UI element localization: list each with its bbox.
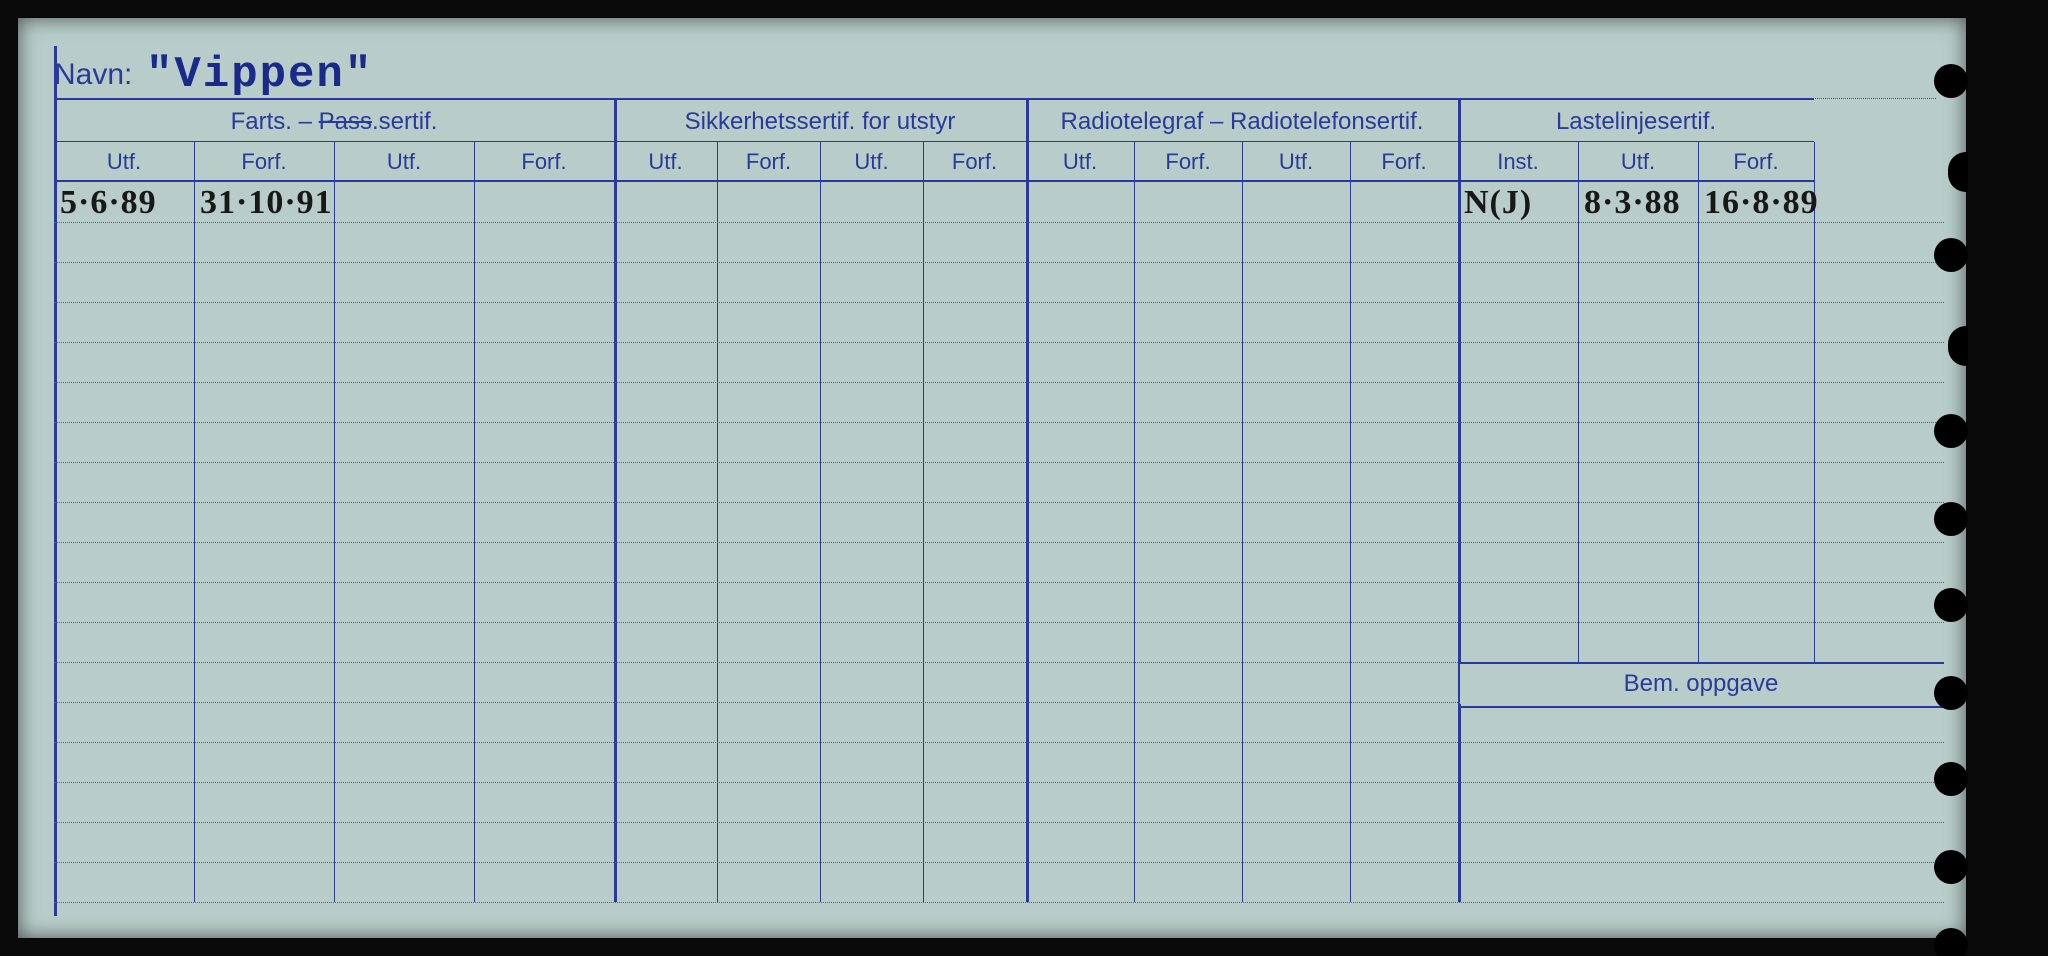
dotted-row: [54, 302, 1944, 303]
section-header-3: Lastelinjesertif.: [1458, 98, 1814, 142]
vline: [1698, 142, 1699, 662]
binder-hole: [1934, 928, 1968, 956]
dotted-row: [54, 542, 1944, 543]
section-header-2: Radiotelegraf – Radiotelefonsertif.: [1026, 98, 1458, 142]
navn-label: Navn:: [54, 58, 132, 92]
binder-hole: [1934, 414, 1968, 448]
col-header-6: Utf.: [820, 142, 923, 182]
cell-value: N(J): [1464, 184, 1532, 222]
col-header-3: Forf.: [474, 142, 614, 182]
col-header-7: Forf.: [923, 142, 1026, 182]
vline: [334, 142, 335, 902]
dotted-row: [54, 422, 1944, 423]
col-header-13: Utf.: [1578, 142, 1698, 182]
navn-row: Navn: "Vippen": [54, 46, 1936, 99]
dotted-row: [54, 342, 1944, 343]
cell-value: 31·10·91: [200, 184, 333, 222]
dotted-row: [54, 782, 1944, 783]
dotted-row: [54, 902, 1944, 903]
paper-card: Navn: "Vippen" Farts. – Pass.sertif.Sikk…: [18, 18, 1966, 938]
col-header-10: Utf.: [1242, 142, 1350, 182]
sheet: Navn: "Vippen" Farts. – Pass.sertif.Sikk…: [18, 18, 1966, 938]
col-header-5: Forf.: [717, 142, 820, 182]
col-header-12: Inst.: [1458, 142, 1578, 182]
vline: [1350, 142, 1351, 902]
dotted-row: [54, 262, 1944, 263]
dotted-row: [54, 382, 1944, 383]
dotted-row: [54, 862, 1944, 863]
certificate-grid: Farts. – Pass.sertif.Sikkerhetssertif. f…: [54, 98, 1944, 918]
col-header-8: Utf.: [1026, 142, 1134, 182]
dotted-row: [54, 462, 1944, 463]
binder-hole: [1934, 238, 1968, 272]
vline: [1578, 142, 1579, 662]
col-header-9: Forf.: [1134, 142, 1242, 182]
cell-value: 8·3·88: [1584, 184, 1681, 222]
cell-value: 16·8·89: [1704, 184, 1819, 222]
binder-hole: [1934, 588, 1968, 622]
vline: [474, 142, 475, 902]
dotted-row: [54, 822, 1944, 823]
dotted-row: [54, 582, 1944, 583]
vline: [1134, 142, 1135, 902]
binder-hole: [1934, 64, 1968, 98]
binder-hole: [1934, 676, 1968, 710]
vline: [194, 142, 195, 902]
col-header-0: Utf.: [54, 142, 194, 182]
col-header-14: Forf.: [1698, 142, 1814, 182]
binder-hole: [1934, 502, 1968, 536]
bem-line-bottom: [1458, 706, 1944, 708]
navn-value: "Vippen": [146, 50, 373, 100]
vline: [923, 142, 924, 902]
dotted-row: [54, 222, 1944, 223]
vline: [1242, 142, 1243, 902]
binder-hole: [1934, 762, 1968, 796]
section-header-1: Sikkerhetssertif. for utstyr: [614, 98, 1026, 142]
col-header-4: Utf.: [614, 142, 717, 182]
dotted-row: [54, 502, 1944, 503]
binder-hole: [1934, 850, 1968, 884]
col-header-11: Forf.: [1350, 142, 1458, 182]
col-header-2: Utf.: [334, 142, 474, 182]
vline: [717, 142, 718, 902]
dotted-row: [54, 622, 1944, 623]
vline: [820, 142, 821, 902]
section-header-0: Farts. – Pass.sertif.: [54, 98, 614, 142]
col-header-1: Forf.: [194, 142, 334, 182]
bem-label: Bem. oppgave: [1458, 670, 1944, 698]
dotted-row: [54, 742, 1944, 743]
cell-value: 5·6·89: [60, 184, 157, 222]
